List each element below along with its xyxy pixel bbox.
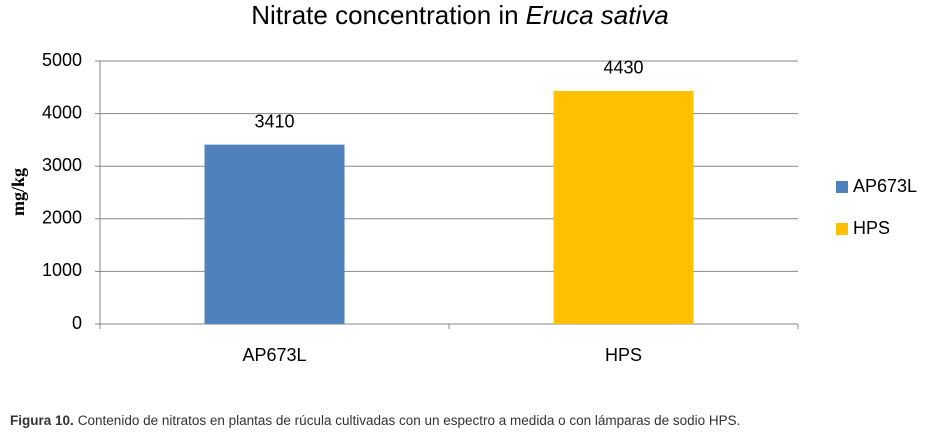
legend-label: AP673L <box>853 176 917 196</box>
y-tick-label: 0 <box>72 313 82 333</box>
y-tick-label: 5000 <box>42 50 82 70</box>
legend-swatch <box>836 181 848 193</box>
data-label: 3410 <box>254 111 294 131</box>
title-italic: Eruca sativa <box>526 0 669 30</box>
chart-title: Nitrate concentration in Eruca sativa <box>251 0 668 30</box>
y-tick-label: 4000 <box>42 102 82 122</box>
y-axis-label: mg/kg <box>8 168 28 216</box>
title-text: Nitrate concentration in <box>251 0 518 30</box>
x-tick-label: AP673L <box>242 345 306 365</box>
data-label: 4430 <box>603 58 643 78</box>
y-tick-label: 1000 <box>42 260 82 280</box>
x-tick-label: HPS <box>605 345 642 365</box>
y-tick-label: 3000 <box>42 155 82 175</box>
y-tick-label: 2000 <box>42 208 82 228</box>
caption-text: Contenido de nitratos en plantas de rúcu… <box>78 413 741 428</box>
caption-label: Figura 10. <box>10 413 74 428</box>
caption: Figura 10. Contenido de nitratos en plant… <box>10 413 740 428</box>
legend-swatch <box>836 223 848 235</box>
bar <box>553 90 694 325</box>
legend-label: HPS <box>853 218 890 238</box>
bar <box>204 144 345 324</box>
